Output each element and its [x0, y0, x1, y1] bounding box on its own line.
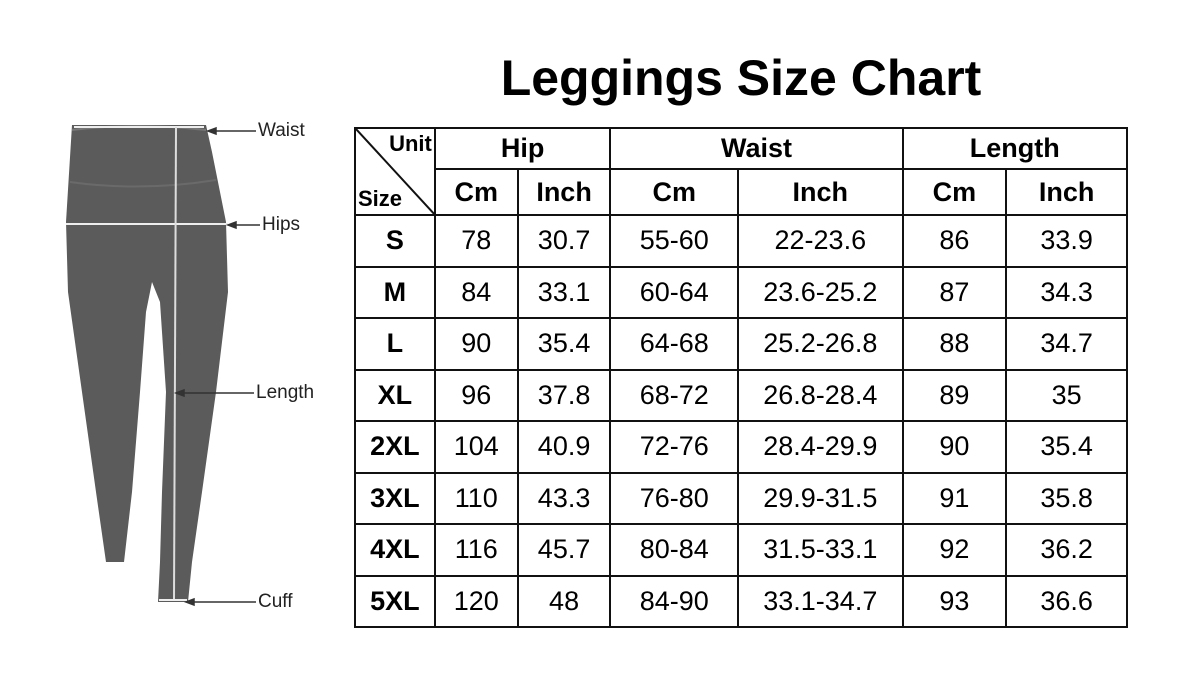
group-header-length: Length — [901, 127, 1129, 170]
table-row: XL 96 37.8 68-72 26.8-28.4 89 35 — [354, 368, 1128, 422]
measurement-cell: 86 — [901, 214, 1008, 268]
measurement-cell: 55-60 — [609, 214, 740, 268]
waist-label: Waist — [258, 120, 305, 141]
measurement-cell: 93 — [901, 574, 1008, 628]
measurement-cell: 68-72 — [609, 368, 740, 422]
measurement-cell: 34.3 — [1005, 265, 1128, 319]
measurement-cell: 110 — [433, 471, 519, 525]
group-header-hip: Hip — [433, 127, 612, 170]
table-row: 2XL 104 40.9 72-76 28.4-29.9 90 35.4 — [354, 420, 1128, 474]
measurement-cell: 91 — [901, 471, 1008, 525]
page-title: Leggings Size Chart — [500, 50, 982, 106]
size-cell: XL — [354, 368, 436, 422]
diagonal-divider — [356, 129, 436, 216]
measurement-cell: 23.6-25.2 — [737, 265, 904, 319]
unit-label: Unit — [389, 131, 432, 156]
measurement-cell: 96 — [433, 368, 519, 422]
measurement-cell: 84 — [433, 265, 519, 319]
table-row: 3XL 110 43.3 76-80 29.9-31.5 91 35.8 — [354, 471, 1128, 525]
group-header-waist: Waist — [609, 127, 904, 170]
measurement-cell: 90 — [433, 317, 519, 371]
unit-subheader: Cm — [901, 168, 1008, 216]
hips-label: Hips — [262, 214, 301, 235]
measurement-cell: 36.6 — [1005, 574, 1128, 628]
measurement-cell: 87 — [901, 265, 1008, 319]
size-cell: S — [354, 214, 436, 268]
measurement-cell: 89 — [901, 368, 1008, 422]
measurement-cell: 45.7 — [516, 523, 612, 577]
measurement-cell: 84-90 — [609, 574, 740, 628]
measurement-cell: 120 — [433, 574, 519, 628]
size-cell: 2XL — [354, 420, 436, 474]
measurement-cell: 28.4-29.9 — [737, 420, 904, 474]
measurement-cell: 43.3 — [516, 471, 612, 525]
unit-subheader: Inch — [737, 168, 904, 216]
measurement-cell: 72-76 — [609, 420, 740, 474]
measurement-cell: 116 — [433, 523, 519, 577]
size-label: Size — [358, 186, 403, 211]
measurement-cell: 60-64 — [609, 265, 740, 319]
size-cell: 5XL — [354, 574, 436, 628]
measurement-cell: 48 — [516, 574, 612, 628]
measurement-cell: 33.1 — [516, 265, 612, 319]
unit-subheader: Inch — [516, 168, 612, 216]
measurement-cell: 80-84 — [609, 523, 740, 577]
size-cell: 4XL — [354, 523, 436, 577]
measurement-cell: 35.4 — [516, 317, 612, 371]
measurement-cell: 22-23.6 — [737, 214, 904, 268]
measurement-cell: 31.5-33.1 — [737, 523, 904, 577]
measurement-cell: 76-80 — [609, 471, 740, 525]
size-chart-table: Unit Size Hip Waist Length Cm Inch Cm Inch C… — [354, 127, 1129, 628]
measurement-cell: 35.8 — [1005, 471, 1128, 525]
measurement-cell: 25.2-26.8 — [737, 317, 904, 371]
measurement-cell: 40.9 — [516, 420, 612, 474]
measurement-cell: 90 — [901, 420, 1008, 474]
size-unit-corner-header: Unit Size — [354, 127, 436, 216]
measurement-cell: 36.2 — [1005, 523, 1128, 577]
measurement-cell: 30.7 — [516, 214, 612, 268]
cuff-label: Cuff — [258, 591, 293, 612]
size-cell: L — [354, 317, 436, 371]
measurement-cell: 33.1-34.7 — [737, 574, 904, 628]
table-row: S 78 30.7 55-60 22-23.6 86 33.9 — [354, 214, 1128, 268]
table-row: L 90 35.4 64-68 25.2-26.8 88 34.7 — [354, 317, 1128, 371]
measurement-cell: 35.4 — [1005, 420, 1128, 474]
unit-subheader: Cm — [609, 168, 740, 216]
size-cell: M — [354, 265, 436, 319]
measurement-cell: 29.9-31.5 — [737, 471, 904, 525]
measurement-cell: 104 — [433, 420, 519, 474]
measurement-cell: 34.7 — [1005, 317, 1128, 371]
measurement-cell: 33.9 — [1005, 214, 1128, 268]
measurement-cell: 78 — [433, 214, 519, 268]
table-row: M 84 33.1 60-64 23.6-25.2 87 34.3 — [354, 265, 1128, 319]
measurement-cell: 26.8-28.4 — [737, 368, 904, 422]
unit-subheader: Inch — [1005, 168, 1128, 216]
table-row: 4XL 116 45.7 80-84 31.5-33.1 92 36.2 — [354, 523, 1128, 577]
measurement-cell: 92 — [901, 523, 1008, 577]
measurement-cell: 64-68 — [609, 317, 740, 371]
leggings-measurement-diagram: Waist Hips Length Cuff — [66, 92, 326, 624]
leggings-illustration — [66, 125, 260, 607]
measurement-cell: 35 — [1005, 368, 1128, 422]
length-label: Length — [256, 382, 315, 403]
measurement-cell: 88 — [901, 317, 1008, 371]
unit-subheader: Cm — [433, 168, 519, 216]
measurement-cell: 37.8 — [516, 368, 612, 422]
size-cell: 3XL — [354, 471, 436, 525]
table-row: 5XL 120 48 84-90 33.1-34.7 93 36.6 — [354, 574, 1128, 628]
